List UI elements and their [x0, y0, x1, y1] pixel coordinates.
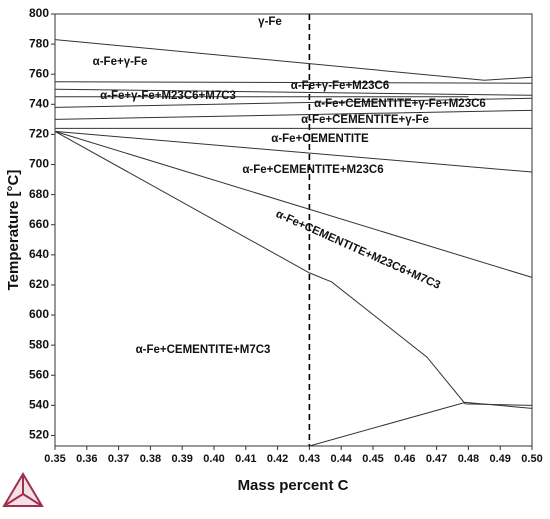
x-tick-label: 0.41 [235, 453, 256, 465]
y-tick-label: 640 [29, 247, 49, 261]
phase-boundary [54, 81, 533, 84]
y-tick-label: 600 [29, 307, 49, 321]
phase-boundary [54, 109, 533, 120]
y-tick-label: 520 [29, 428, 49, 442]
x-tick-label: 0.38 [140, 453, 161, 465]
x-tick-label: 0.39 [171, 453, 192, 465]
x-tick-label: 0.46 [394, 453, 415, 465]
x-tick-label: 0.40 [203, 453, 224, 465]
y-tick-label: 560 [29, 367, 49, 381]
x-axis-label: Mass percent C [238, 477, 349, 494]
phase-boundary [54, 130, 533, 278]
y-tick-label: 660 [29, 217, 49, 231]
y-tick-label: 680 [29, 187, 49, 201]
region-label: γ-Fe [258, 16, 282, 28]
region-label: α-Fe+CEMENTITE+M23C6+M7C3 [274, 208, 442, 292]
region-label: α-Fe+CEMENTITE [271, 133, 369, 145]
x-tick-label: 0.36 [76, 453, 97, 465]
x-tick-label: 0.44 [330, 453, 352, 465]
x-tick-label: 0.37 [108, 453, 129, 465]
phase-boundary [54, 88, 533, 96]
phase-boundary [54, 130, 533, 406]
y-tick-label: 760 [29, 66, 49, 80]
region-label: α-Fe+CEMENTITE+γ-Fe [301, 114, 429, 126]
logo [2, 472, 44, 507]
y-tick-label: 620 [29, 277, 49, 291]
x-tick-label: 0.42 [267, 453, 288, 465]
y-tick-label: 580 [29, 337, 49, 351]
region-label: α-Fe+γ-Fe+M23C6+M7C3 [100, 90, 236, 102]
x-tick-label: 0.35 [44, 453, 65, 465]
y-tick-label: 540 [29, 398, 49, 412]
plot-frame [54, 13, 533, 447]
x-tick-label: 0.43 [299, 453, 320, 465]
y-tick-label: 740 [29, 96, 49, 110]
region-label: α-Fe+CEMENTITE+γ-Fe+M23C6 [314, 98, 486, 110]
x-tick-label: 0.48 [458, 453, 479, 465]
y-tick-label: 780 [29, 36, 49, 50]
phase-boundary [54, 130, 533, 173]
phase-boundary [54, 97, 533, 108]
x-tick-label: 0.45 [362, 453, 383, 465]
y-tick-label: 800 [29, 6, 49, 20]
region-label: α-Fe+γ-Fe [93, 56, 148, 68]
phase-boundary [309, 401, 533, 447]
y-tick-label: 700 [29, 157, 49, 171]
region-label: α-Fe+CEMENTITE+M23C6 [242, 164, 383, 176]
y-tick-label: 720 [29, 127, 49, 141]
region-label: α-Fe+CEMENTITE+M7C3 [136, 344, 271, 356]
phase-boundary [54, 39, 533, 81]
y-axis-label: Temperature [°C] [5, 170, 22, 291]
x-tick-label: 0.49 [489, 453, 510, 465]
x-tick-label: 0.50 [521, 453, 542, 465]
region-label: α-Fe+γ-Fe+M23C6 [291, 80, 389, 92]
x-tick-label: 0.47 [426, 453, 447, 465]
